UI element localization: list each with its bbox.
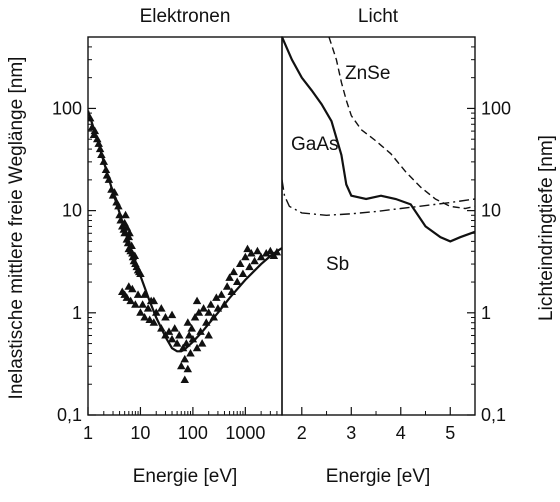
data-point-triangle xyxy=(133,290,143,298)
data-point-triangle xyxy=(164,327,174,335)
right-plot-marks xyxy=(282,37,475,243)
data-point-triangle xyxy=(192,343,202,352)
data-point-triangle xyxy=(225,273,234,281)
data-point-triangle xyxy=(204,330,213,339)
data-point-triangle xyxy=(184,330,194,339)
data-point-triangle xyxy=(180,354,190,363)
data-point-triangle xyxy=(122,293,132,301)
data-point-triangle xyxy=(180,375,190,384)
right-x-axis-title: Energie [eV] xyxy=(326,466,431,487)
data-point-triangle xyxy=(167,334,177,343)
data-point-triangle xyxy=(143,304,153,312)
data-point-triangle xyxy=(222,282,232,290)
data-point-triangle xyxy=(204,308,213,316)
left-x-axis-title: Energie [eV] xyxy=(133,466,238,487)
data-point-triangle xyxy=(177,361,186,370)
data-point-triangle xyxy=(256,252,266,261)
data-point-triangle xyxy=(241,252,250,261)
data-point-triangle xyxy=(229,267,238,276)
data-point-triangle xyxy=(261,249,271,257)
data-point-triangle xyxy=(145,315,154,324)
data-point-triangle xyxy=(136,308,145,316)
data-point-triangle xyxy=(190,312,200,321)
data-point-triangle xyxy=(170,324,179,332)
data-point-triangle xyxy=(126,296,135,305)
data-point-triangle xyxy=(149,318,159,326)
data-point-triangle xyxy=(183,318,193,326)
data-point-triangle xyxy=(149,296,159,305)
right-y-tick-label: 0,1 xyxy=(481,405,506,425)
data-point-triangle xyxy=(183,364,193,373)
left-y-tick-label: 1 xyxy=(72,303,82,323)
right-y-tick-label: 100 xyxy=(481,98,511,118)
data-point-triangle xyxy=(114,201,123,210)
data-point-triangle xyxy=(236,259,245,268)
data-point-triangle xyxy=(247,249,256,257)
data-point-triangle xyxy=(238,269,248,277)
series-label-sb: Sb xyxy=(326,254,349,275)
data-point-triangle xyxy=(266,246,275,255)
data-point-triangle xyxy=(245,262,254,271)
left-panel-title: Elektronen xyxy=(140,6,231,27)
data-point-triangle xyxy=(250,256,259,265)
data-point-triangle xyxy=(175,330,184,339)
data-point-triangle xyxy=(243,244,252,253)
left-y-tick-label: 10 xyxy=(62,201,82,221)
series-label-gaas: GaAs xyxy=(291,134,339,155)
data-point-triangle xyxy=(217,290,226,298)
right-x-tick-label: 2 xyxy=(297,423,307,443)
data-point-triangle xyxy=(138,300,147,308)
left-y-tick-label: 0,1 xyxy=(57,405,82,425)
data-point-triangle xyxy=(196,327,205,335)
series-line-znse xyxy=(328,37,475,210)
data-point-triangle xyxy=(121,210,130,219)
right-axis-ticks: 0,1 1 10 100 2 3 4 5 xyxy=(297,36,511,443)
right-panel-title: Licht xyxy=(358,6,399,27)
data-point-triangle xyxy=(140,312,149,321)
left-y-tick-label: 100 xyxy=(52,98,82,118)
right-x-tick-label: 5 xyxy=(445,423,455,443)
data-point-triangle xyxy=(161,312,170,321)
data-point-triangle xyxy=(172,339,182,347)
data-point-triangle xyxy=(232,277,242,286)
data-point-triangle xyxy=(131,300,140,308)
data-point-triangle xyxy=(128,284,137,293)
series-label-znse: ZnSe xyxy=(345,63,390,84)
left-x-tick-label: 10 xyxy=(130,423,150,443)
right-plot-frame xyxy=(281,36,476,416)
data-point-triangle xyxy=(212,293,221,301)
data-point-triangle xyxy=(199,304,208,312)
data-point-triangle xyxy=(167,310,177,319)
data-point-triangle xyxy=(192,296,202,305)
left-x-tick-label: 100 xyxy=(178,423,208,443)
data-point-triangle xyxy=(187,324,196,332)
left-plot-marks xyxy=(88,110,282,384)
left-y-axis-title: Inelastische mittlere freie Weglänge [nm… xyxy=(6,57,27,400)
series-line-gaas xyxy=(282,37,475,243)
data-point-triangle xyxy=(186,348,195,357)
right-x-tick-label: 4 xyxy=(396,423,406,443)
data-point-triangle xyxy=(253,246,262,255)
data-point-triangle xyxy=(125,228,134,237)
series-line-sb xyxy=(282,179,475,217)
fit-curve-line xyxy=(88,110,282,353)
left-x-tick-label: 1 xyxy=(83,423,93,443)
right-y-tick-label: 10 xyxy=(481,201,501,221)
right-x-tick-label: 3 xyxy=(346,423,356,443)
data-point-triangle xyxy=(197,339,207,347)
data-point-triangle xyxy=(194,308,204,316)
right-y-axis-title: Lichteindringtiefe [nm] xyxy=(536,135,557,321)
data-point-triangle xyxy=(157,304,166,312)
data-point-triangle xyxy=(206,300,216,308)
left-x-tick-label: 1000 xyxy=(225,423,265,443)
right-y-tick-label: 1 xyxy=(481,303,491,323)
